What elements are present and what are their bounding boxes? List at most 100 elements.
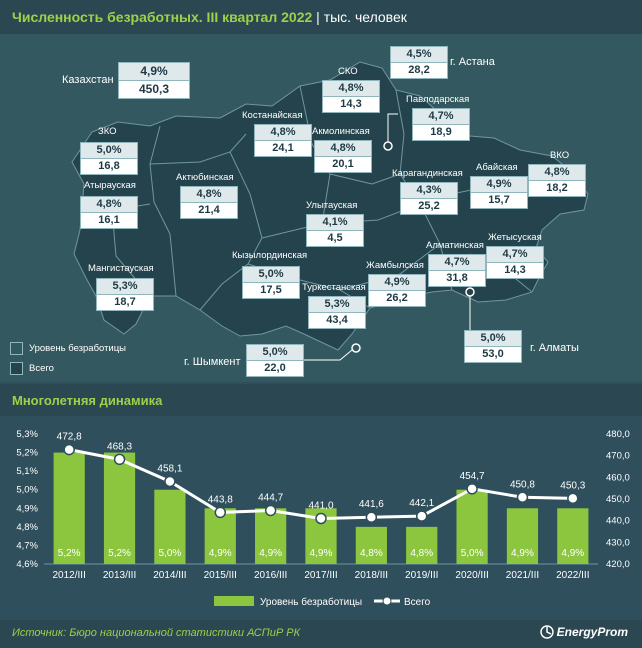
category-label: 2013/III xyxy=(103,570,136,581)
region-total: 15,7 xyxy=(488,194,510,206)
region-rate: 4,8% xyxy=(323,81,379,97)
category-label: 2016/III xyxy=(254,570,287,581)
country-label: Казахстан xyxy=(62,74,114,86)
region-rate: 5,3% xyxy=(97,279,153,295)
region-total: 28,2 xyxy=(408,64,430,76)
region-box-almaty: 5,0% 53,0 xyxy=(464,330,522,363)
line-point xyxy=(214,506,227,519)
right-axis-tick: 450,0 xyxy=(606,494,630,505)
bar-value-label: 5,0% xyxy=(159,548,182,559)
region-name-zhambyl: Жамбылская xyxy=(366,260,424,271)
region-rate: 4,7% xyxy=(487,247,543,263)
left-axis-tick: 4,8% xyxy=(16,522,38,533)
bar-value-label: 4,9% xyxy=(310,548,333,559)
bar xyxy=(53,452,85,564)
bar-value-label: 4,8% xyxy=(360,548,383,559)
region-rate: 4,7% xyxy=(429,255,485,271)
category-label: 2012/III xyxy=(53,570,86,581)
bar xyxy=(103,452,136,564)
region-total: 4,5 xyxy=(327,232,343,244)
legend-line-marker xyxy=(382,596,392,606)
region-name-astana: г. Астана xyxy=(450,56,495,68)
left-axis-tick: 4,9% xyxy=(16,503,38,514)
region-rate: 4,8% xyxy=(529,165,585,181)
region-rate: 5,0% xyxy=(81,143,137,159)
region-name-sko: СКО xyxy=(338,66,358,77)
chart-panel: 4,6% 4,7% 4,8% 4,9% 5,0% 5,1% 5,2% 5,3% 420,0 430… xyxy=(0,416,642,620)
region-box-zko: 5,0% 16,8 xyxy=(80,142,138,175)
category-label: 2018/III xyxy=(355,570,388,581)
bar xyxy=(154,489,186,564)
right-axis-tick: 480,0 xyxy=(606,429,630,440)
map-panel: Казахстан 4,9% 450,3 ЗКО 5,0% 16,8 Атыра… xyxy=(0,34,642,382)
line-value-label: 468,3 xyxy=(107,441,132,452)
bar-value-label: 4,9% xyxy=(561,548,584,559)
region-box-aktobe: 4,8% 21,4 xyxy=(180,186,238,219)
region-name-karaganda: Карагандинская xyxy=(392,168,463,179)
region-total: 31,8 xyxy=(446,272,468,284)
region-total: 14,3 xyxy=(340,98,362,110)
region-rate: 5,3% xyxy=(309,297,365,313)
legend-bar-swatch xyxy=(214,596,254,606)
region-box-abay: 4,9% 15,7 xyxy=(470,176,528,209)
page-title: Численность безработных. III квартал 202… xyxy=(12,9,407,25)
region-box-karaganda: 4,3% 25,2 xyxy=(400,182,458,215)
line-value-label: 444,7 xyxy=(258,492,283,503)
line-value-label: 442,1 xyxy=(409,498,434,509)
line-point xyxy=(567,492,579,505)
left-axis-tick: 5,2% xyxy=(16,448,38,459)
line-point xyxy=(113,453,126,466)
line-value-label: 472,8 xyxy=(57,432,82,443)
region-name-turkestan: Туркестанская xyxy=(302,282,366,293)
legend-total-label: Всего xyxy=(29,363,54,374)
region-rate: 4,9% xyxy=(369,275,425,291)
legend-total: Всего xyxy=(10,362,54,375)
line-point xyxy=(63,443,75,456)
region-box-ulytau: 4,1% 4,5 xyxy=(306,214,364,247)
legend-line-label: Всего xyxy=(404,597,431,608)
region-total: 16,1 xyxy=(98,214,120,226)
line-value-label: 441,6 xyxy=(359,499,384,510)
region-total: 16,8 xyxy=(98,160,120,172)
region-name-akmola: Акмолинская xyxy=(312,126,370,137)
region-total: 53,0 xyxy=(482,348,504,360)
line-point xyxy=(164,475,176,488)
right-axis-tick: 440,0 xyxy=(606,516,630,527)
region-name-vko: ВКО xyxy=(550,150,570,161)
legend-bar-label: Уровень безработицы xyxy=(260,596,362,608)
region-name-almaty: г. Алматы xyxy=(530,342,579,354)
region-name-zhetysu: Жетысуская xyxy=(488,232,542,243)
region-name-kostanay: Костанайская xyxy=(242,110,303,121)
title-unit: | тыс. человек xyxy=(316,9,407,25)
region-name-abay: Абайская xyxy=(476,162,518,173)
left-axis-tick: 4,7% xyxy=(16,540,38,551)
region-name-pavlodar: Павлодарская xyxy=(406,94,470,105)
line-value-label: 454,7 xyxy=(460,471,485,482)
region-box-kyzylorda: 5,0% 17,5 xyxy=(242,266,300,299)
line-value-label: 443,8 xyxy=(208,494,233,505)
region-total: 22,0 xyxy=(264,362,286,374)
region-total: 25,2 xyxy=(418,200,440,212)
region-total: 18,2 xyxy=(546,182,568,194)
region-rate: 5,0% xyxy=(247,345,303,361)
region-box-atyrau: 4,8% 16,1 xyxy=(80,196,138,229)
line-point xyxy=(415,510,428,522)
line-value-label: 450,3 xyxy=(560,480,585,491)
bar xyxy=(456,489,488,564)
left-axis-tick: 5,1% xyxy=(16,466,38,477)
bar-value-label: 5,2% xyxy=(108,548,131,559)
bar-value-label: 4,9% xyxy=(511,548,534,559)
region-name-aktobe: Актюбинская xyxy=(176,172,234,183)
line-point xyxy=(466,483,478,495)
region-rate: 4,1% xyxy=(307,215,363,231)
bar-value-label: 4,9% xyxy=(259,548,282,559)
section-header: Многолетняя динамика xyxy=(0,384,642,416)
footer: Источник: Бюро национальной статистики А… xyxy=(0,620,642,648)
country-rate: 4,9% xyxy=(119,63,189,81)
legend-total-swatch xyxy=(10,362,23,375)
region-total: 18,9 xyxy=(430,126,452,138)
region-box-sko: 4,8% 14,3 xyxy=(322,80,380,113)
region-rate: 4,8% xyxy=(315,141,371,157)
region-total: 17,5 xyxy=(260,284,282,296)
region-box-mangistau: 5,3% 18,7 xyxy=(96,278,154,311)
